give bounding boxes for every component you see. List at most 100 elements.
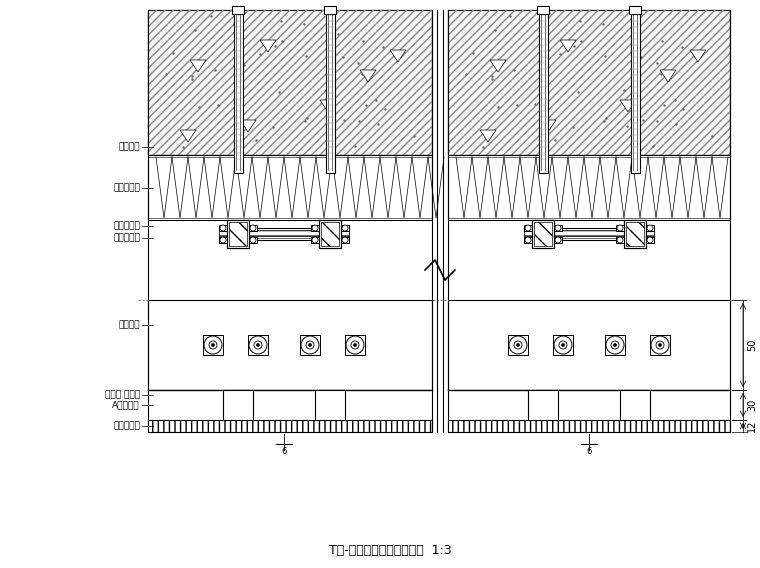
Polygon shape <box>540 120 556 132</box>
Circle shape <box>554 336 572 354</box>
Bar <box>624 220 646 248</box>
Bar <box>148 390 432 420</box>
Bar <box>650 335 670 355</box>
Circle shape <box>306 341 314 349</box>
Bar <box>219 228 349 240</box>
Circle shape <box>312 237 318 243</box>
Circle shape <box>555 237 561 243</box>
Bar <box>532 220 554 248</box>
Circle shape <box>555 225 561 231</box>
Bar <box>324 6 336 14</box>
Polygon shape <box>190 60 206 72</box>
Circle shape <box>651 336 669 354</box>
Bar <box>524 228 654 240</box>
Polygon shape <box>560 40 576 52</box>
Circle shape <box>204 336 222 354</box>
Text: 幕墙竖龙骨: 幕墙竖龙骨 <box>113 233 140 243</box>
Bar <box>524 230 654 238</box>
Bar <box>148 155 432 220</box>
Circle shape <box>617 225 623 231</box>
Polygon shape <box>620 100 636 112</box>
Polygon shape <box>240 120 256 132</box>
Circle shape <box>254 341 262 349</box>
Bar <box>319 220 341 248</box>
Bar <box>223 390 253 420</box>
Bar <box>248 335 268 355</box>
Bar <box>605 335 625 355</box>
Bar <box>448 300 730 390</box>
Circle shape <box>346 336 364 354</box>
Bar <box>448 155 730 220</box>
Bar <box>631 8 640 173</box>
Bar <box>345 335 365 355</box>
Circle shape <box>647 237 653 243</box>
Bar <box>229 222 247 246</box>
Bar <box>234 8 243 173</box>
Circle shape <box>658 344 661 346</box>
Bar <box>539 8 548 173</box>
Text: 50: 50 <box>747 339 757 351</box>
Circle shape <box>220 237 226 243</box>
Bar <box>341 225 349 231</box>
Bar <box>528 390 558 420</box>
Bar <box>448 10 730 155</box>
Bar <box>249 225 257 231</box>
Text: 镀锌钢角码: 镀锌钢角码 <box>113 222 140 231</box>
Circle shape <box>509 336 527 354</box>
Bar <box>448 420 730 432</box>
Bar <box>524 237 532 243</box>
Circle shape <box>613 344 616 346</box>
Circle shape <box>250 237 256 243</box>
Bar <box>311 225 319 231</box>
Circle shape <box>312 225 318 231</box>
Circle shape <box>256 344 259 346</box>
Bar <box>300 335 320 355</box>
Polygon shape <box>260 40 276 52</box>
Circle shape <box>517 344 520 346</box>
Circle shape <box>606 336 624 354</box>
Circle shape <box>211 344 214 346</box>
Text: 保温岩棉板: 保温岩棉板 <box>113 183 140 192</box>
Bar <box>553 335 573 355</box>
Bar <box>448 390 730 420</box>
Bar <box>219 225 227 231</box>
Bar <box>249 237 257 243</box>
Text: 连接角码: 连接角码 <box>119 320 140 329</box>
Circle shape <box>562 344 565 346</box>
Circle shape <box>656 341 664 349</box>
Polygon shape <box>690 50 706 62</box>
Bar <box>326 8 335 173</box>
Circle shape <box>250 225 256 231</box>
Bar <box>448 10 730 155</box>
Circle shape <box>301 336 319 354</box>
Circle shape <box>351 341 359 349</box>
Bar <box>537 6 549 14</box>
Circle shape <box>249 336 267 354</box>
Bar <box>554 237 562 243</box>
Text: 30: 30 <box>747 399 757 411</box>
Bar <box>646 225 654 231</box>
Bar <box>534 222 552 246</box>
Bar <box>232 6 244 14</box>
Bar <box>616 237 624 243</box>
Bar <box>148 300 432 390</box>
Circle shape <box>209 341 217 349</box>
Circle shape <box>353 344 356 346</box>
Bar <box>321 222 339 246</box>
Text: 12: 12 <box>747 420 757 432</box>
Text: 不锈钢 整套件: 不锈钢 整套件 <box>105 391 140 399</box>
Polygon shape <box>180 130 196 142</box>
Bar <box>219 230 349 238</box>
Circle shape <box>525 225 531 231</box>
Bar <box>554 225 562 231</box>
Circle shape <box>525 237 531 243</box>
Bar <box>219 237 227 243</box>
Text: 6: 6 <box>281 448 287 457</box>
Polygon shape <box>660 70 676 82</box>
Polygon shape <box>360 70 376 82</box>
Bar <box>616 225 624 231</box>
Circle shape <box>342 225 348 231</box>
Circle shape <box>617 237 623 243</box>
Text: T型-陶瓷板干挂横剖节点图  1:3: T型-陶瓷板干挂横剖节点图 1:3 <box>328 544 451 557</box>
Polygon shape <box>490 60 506 72</box>
